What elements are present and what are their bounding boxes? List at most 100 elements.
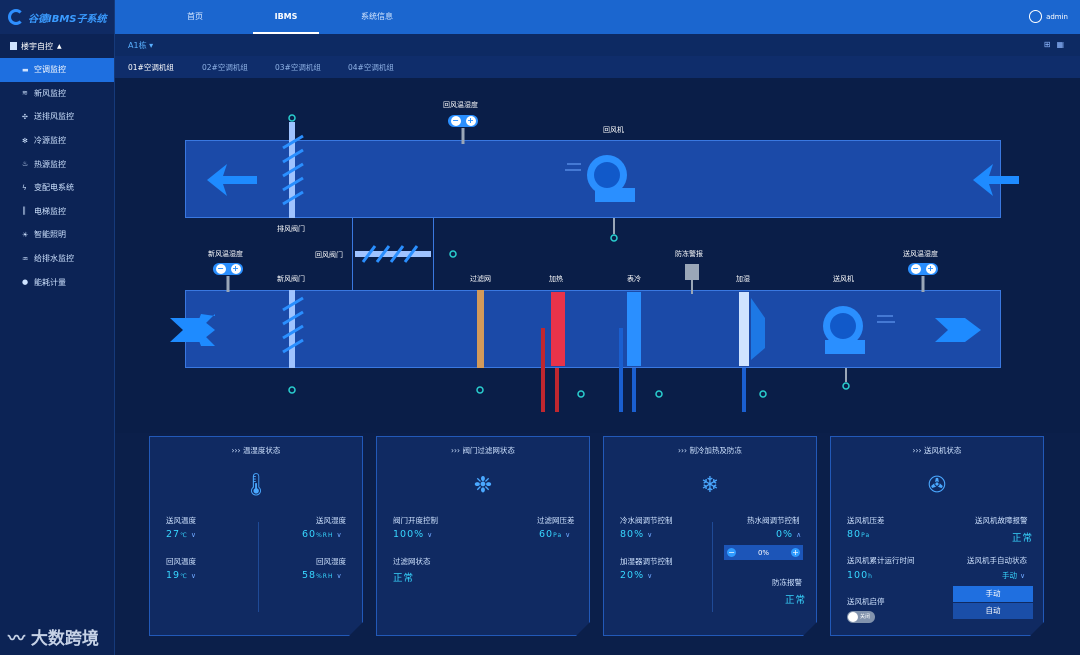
sidebar-item-power[interactable]: ϟ 变配电系统: [22, 183, 74, 193]
panel-title: ››› 制冷加热及防冻: [678, 446, 742, 455]
mode-option-manual[interactable]: 手动: [953, 586, 1033, 602]
cold-valve-value[interactable]: 80% ∨: [620, 529, 654, 540]
antifreeze-sensor-icon: [685, 264, 699, 280]
fan-mode-select[interactable]: 手动 ∨: [1002, 571, 1026, 580]
cooling-coil-icon: [627, 292, 641, 366]
panel-heat-cool: ››› 制冷加热及防冻 ❄ 冷水阀调节控制 80% ∨ 加湿器调节控制 20% ∨ …: [603, 436, 817, 636]
sidebar-item-cold-source[interactable]: ✻ 冷源监控: [22, 136, 66, 146]
tile-view-icon[interactable]: ▦: [1056, 40, 1070, 49]
sidebar-group-bas[interactable]: 楼宇自控 ▲: [0, 34, 114, 58]
minus-icon[interactable]: −: [910, 264, 921, 274]
return-hum-value[interactable]: 58%RH ∨: [302, 570, 343, 581]
fresh-temp-hum-label: 新风温湿度: [208, 250, 243, 258]
humidifier-label: 加湿器调节控制: [620, 557, 673, 566]
caret-up-icon: ▲: [57, 42, 62, 50]
minus-icon[interactable]: −: [215, 264, 226, 274]
return-temp-hum-label: 回风温湿度: [443, 101, 478, 109]
sidebar-item-elevator[interactable]: ║ 电梯监控: [22, 206, 66, 216]
tab-unit-03[interactable]: 03#空调机组: [275, 63, 321, 72]
elevator-icon: ║: [22, 207, 27, 216]
supply-hum-label: 送风湿度: [316, 516, 346, 525]
unit-tabs: 01#空调机组 02#空调机组 03#空调机组 04#空调机组: [115, 56, 1080, 78]
fan-pressure-label: 送风机压差: [847, 516, 885, 525]
mode-option-auto[interactable]: 自动: [953, 603, 1033, 619]
cooling-label: 表冷: [627, 275, 641, 283]
supply-fan-label: 送风机: [833, 275, 854, 283]
return-temp-value[interactable]: 19℃ ∨: [166, 570, 197, 581]
tab-system-info[interactable]: 系统信息: [361, 12, 393, 21]
minus-icon[interactable]: −: [728, 548, 735, 557]
hot-valve-label: 热水阀调节控制: [747, 516, 800, 525]
sidebar: 谷德IBMS子系统 楼宇自控 ▲ ▬ 空调监控 ≋ 新风监控 ✣ 送排风监控 ✻ 冷源监…: [0, 0, 115, 655]
building-bar: A1栋 ▾ ⊞▦: [115, 34, 1080, 56]
fresh-inlet-arrow2-icon: [170, 318, 215, 342]
return-fan-icon: [565, 155, 635, 202]
filter-dp-value[interactable]: 60Pa ∨: [539, 529, 572, 540]
plus-icon[interactable]: +: [230, 264, 241, 274]
fresh-damper-rod: [289, 290, 295, 368]
panel-damper-filter: ››› 阀门过滤网状态 ❉ 阀门开度控制 100% ∨ 过滤网状态 正常 过滤网压…: [376, 436, 590, 636]
sidebar-item-heat-source[interactable]: ♨ 热源监控: [22, 159, 66, 169]
supply-outlet-arrow-icon: [935, 318, 981, 342]
plus-icon[interactable]: +: [925, 264, 936, 274]
return-inlet-arrow-icon: [973, 164, 1019, 196]
supply-temp-value[interactable]: 27℃ ∨: [166, 529, 197, 540]
fan-runtime-value: 100h: [847, 570, 873, 581]
sidebar-item-fresh-air[interactable]: ≋ 新风监控: [22, 88, 66, 98]
supply-duct: [185, 290, 1001, 368]
snowflake-icon: ❄: [700, 473, 720, 498]
chevron-down-icon: ∨: [565, 531, 572, 539]
sidebar-item-energy[interactable]: ● 能耗计量: [22, 277, 66, 287]
tab-home[interactable]: 首页: [187, 12, 203, 21]
antifreeze-label: 防冻报警: [772, 578, 802, 587]
minus-icon[interactable]: −: [450, 116, 461, 126]
filter-state-label: 过滤网状态: [393, 557, 431, 566]
flame-icon: ♨: [22, 160, 29, 169]
fresh-temp-hum-control[interactable]: − +: [213, 263, 243, 275]
sidebar-item-lighting[interactable]: ☀ 智能照明: [22, 230, 66, 240]
panel-title: ››› 阀门过滤网状态: [451, 446, 515, 455]
supply-hum-value[interactable]: 60%RH ∨: [302, 529, 343, 540]
top-header: 首页 IBMS 系统信息 admin: [115, 0, 1080, 34]
filter-icon: [477, 290, 484, 368]
building-select[interactable]: A1栋 ▾: [128, 41, 154, 50]
user-menu[interactable]: admin: [1029, 10, 1068, 23]
fan-start-label: 送风机启停: [847, 597, 885, 606]
humidifier-value[interactable]: 20% ∨: [620, 570, 654, 581]
filter-label: 过滤网: [470, 275, 491, 283]
sidebar-item-ac[interactable]: ▬ 空调监控: [0, 58, 114, 82]
return-temp-hum-control[interactable]: − +: [448, 115, 478, 127]
watermark: 〰 大数跨境: [8, 629, 99, 649]
antifreeze-value: 正常: [785, 595, 807, 606]
return-temp-label: 回风温度: [166, 557, 196, 566]
divider: [712, 522, 713, 612]
tab-unit-04[interactable]: 04#空调机组: [348, 63, 394, 72]
app-title: 谷德IBMS子系统: [28, 13, 107, 25]
logo-icon: [8, 9, 24, 25]
sidebar-item-water[interactable]: ♒ 给排水监控: [22, 254, 74, 264]
snow-sun-icon: ❉: [473, 473, 493, 498]
diagram-svg: [170, 114, 1019, 412]
tab-unit-01[interactable]: 01#空调机组: [128, 63, 174, 72]
exhaust-damper-label: 排风阀门: [277, 225, 305, 233]
chevron-down-icon: ∨: [190, 531, 197, 539]
grid-view-icon[interactable]: ⊞: [1043, 40, 1057, 49]
damper-opening-value[interactable]: 100% ∨: [393, 529, 434, 540]
hot-valve-stepper[interactable]: − 0% +: [724, 545, 803, 560]
plus-icon[interactable]: +: [465, 116, 476, 126]
caret-down-icon: ▾: [149, 41, 154, 50]
hot-valve-value[interactable]: 0% ∧: [776, 529, 803, 540]
fresh-damper-label: 新风阀门: [277, 275, 305, 283]
fan-icon: ✇: [927, 473, 947, 498]
return-fan-label: 回风机: [603, 126, 624, 134]
humidify-label: 加湿: [736, 275, 750, 283]
return-exhaust-arrow-icon: [207, 164, 257, 196]
fan-start-toggle[interactable]: 关闭: [847, 611, 875, 623]
app-logo: 谷德IBMS子系统: [0, 0, 114, 34]
plus-icon[interactable]: +: [792, 548, 799, 557]
sidebar-item-ventilation[interactable]: ✣ 送排风监控: [22, 112, 74, 122]
tab-unit-02[interactable]: 02#空调机组: [202, 63, 248, 72]
tab-ibms[interactable]: IBMS: [253, 0, 319, 34]
supply-temp-hum-control[interactable]: − +: [908, 263, 938, 275]
